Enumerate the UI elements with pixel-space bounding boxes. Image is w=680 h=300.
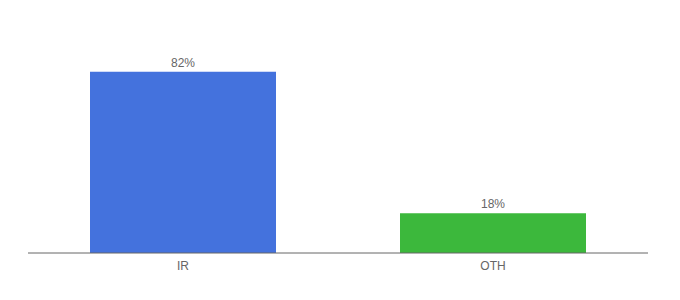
svg-text:18%: 18% (481, 197, 505, 211)
svg-text:OTH: OTH (480, 259, 505, 273)
svg-text:IR: IR (177, 259, 189, 273)
svg-text:82%: 82% (171, 56, 195, 70)
